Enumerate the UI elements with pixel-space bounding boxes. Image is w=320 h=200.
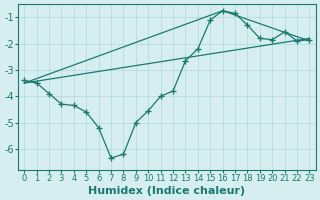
X-axis label: Humidex (Indice chaleur): Humidex (Indice chaleur) xyxy=(88,186,245,196)
